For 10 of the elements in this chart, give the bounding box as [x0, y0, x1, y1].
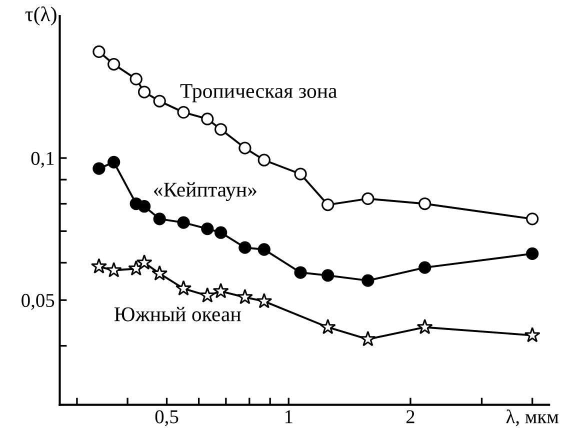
- x-tick-label: 1: [285, 410, 292, 424]
- x-tick-label: λ, мкм: [506, 409, 558, 426]
- x-tick-label: 2: [406, 410, 414, 424]
- x-tick-label: 0,5: [155, 410, 178, 426]
- y-axis-title: τ(λ): [25, 6, 56, 26]
- series-label: «Кейптаун»: [154, 182, 256, 201]
- series-label: Южный океан: [114, 306, 241, 322]
- y-tick-label: 0,05: [22, 294, 54, 310]
- series-label: Тропическая зона: [180, 84, 338, 102]
- y-tick-label: 0,1: [31, 152, 54, 168]
